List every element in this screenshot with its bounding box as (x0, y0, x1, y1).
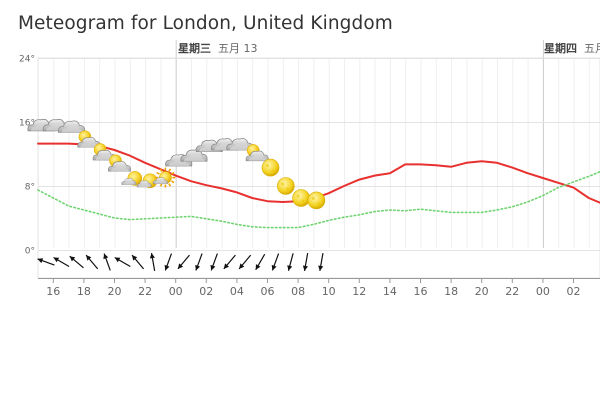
cloud-icon (107, 161, 132, 172)
cloud-icon (58, 120, 86, 133)
x-tick-label: 16 (414, 285, 428, 298)
x-tick-label: 12 (352, 285, 366, 298)
day-date-1: 五月 13 (218, 42, 258, 55)
cloud-icon (152, 177, 168, 185)
wind-arrow-icon (149, 253, 156, 271)
cloud-icon (245, 150, 269, 162)
x-tick-label: 18 (444, 285, 458, 298)
moon-icon (261, 158, 280, 177)
wind-arrow-icon (238, 254, 252, 270)
x-tick-label: 00 (536, 285, 550, 298)
wind-arrows (37, 253, 324, 271)
y-tick-label: 16° (19, 119, 35, 129)
wind-arrow-icon (37, 258, 55, 266)
wind-arrow-icon (255, 253, 266, 271)
wind-arrow-icon (302, 253, 309, 271)
cloud-icon (136, 180, 152, 188)
partly-cloudy-icon (245, 144, 269, 162)
x-tick-label: 02 (199, 285, 213, 298)
day-weekday-2: 星期四 (544, 41, 577, 55)
wind-arrow-icon (53, 256, 70, 268)
wind-arrow-icon (271, 253, 280, 271)
cloud-icon (121, 178, 137, 185)
moon-icon (307, 191, 326, 210)
wind-arrow-icon (114, 256, 131, 268)
wind-arrow-icon (210, 253, 218, 271)
cloud-icon (180, 149, 208, 162)
cloud-icon (226, 138, 254, 151)
x-tick-label: 06 (261, 285, 275, 298)
wind-arrow-icon (131, 254, 145, 270)
wind-arrow-icon (195, 253, 203, 271)
partly-cloudy-icon (92, 143, 116, 161)
x-tick-label: 04 (230, 285, 244, 298)
day-weekday-1: 星期三 (178, 41, 211, 55)
series-layer (37, 142, 600, 229)
series-dew-point-line (37, 170, 600, 229)
x-tick-label: 20 (475, 285, 489, 298)
day-labels: 星期三 五月 13 星期四 五月 (178, 41, 600, 55)
fair-day-icon (152, 167, 176, 188)
weather-symbols (27, 118, 326, 210)
cloud-icon (77, 137, 101, 148)
x-tick-label: 10 (322, 285, 336, 298)
axes: 0° 8° 16° 24° 16 18 20 22 00 02 04 06 08 10 12 14 16 18 20… (19, 55, 600, 298)
moon-icon (276, 177, 295, 195)
x-tick-label: 20 (108, 285, 122, 298)
x-tick-label: 22 (138, 285, 152, 298)
grid-layer (37, 40, 600, 279)
day-date-2: 五月 (584, 42, 600, 55)
x-tick-label: 16 (46, 285, 60, 298)
x-tick-label: 02 (567, 285, 581, 298)
fair-icon (121, 171, 143, 186)
x-tick-label: 22 (505, 285, 519, 298)
moon-icon (292, 189, 310, 207)
wind-arrow-icon (318, 253, 324, 271)
fair-icon (136, 173, 158, 189)
partly-cloudy-icon (77, 130, 101, 148)
x-tick-label: 08 (291, 285, 305, 298)
wind-arrow-icon (287, 253, 294, 271)
wind-arrow-icon (223, 254, 236, 270)
series-temperature-line (37, 142, 600, 204)
wind-arrow-icon (164, 253, 173, 271)
wind-arrow-icon (85, 254, 99, 270)
y-tick-label: 0° (25, 247, 35, 257)
wind-arrow-icon (103, 253, 111, 271)
chart-title: Meteogram for London, United Kingdom (18, 13, 393, 34)
wind-arrow-icon (69, 255, 84, 269)
x-tick-label: 18 (77, 285, 91, 298)
x-tick-label: 00 (169, 285, 183, 298)
x-tick-label: 14 (383, 285, 397, 298)
y-tick-label: 24° (19, 55, 35, 65)
partly-cloudy-icon (107, 154, 132, 172)
wind-arrow-icon (177, 254, 190, 270)
y-tick-label: 8° (25, 183, 35, 193)
